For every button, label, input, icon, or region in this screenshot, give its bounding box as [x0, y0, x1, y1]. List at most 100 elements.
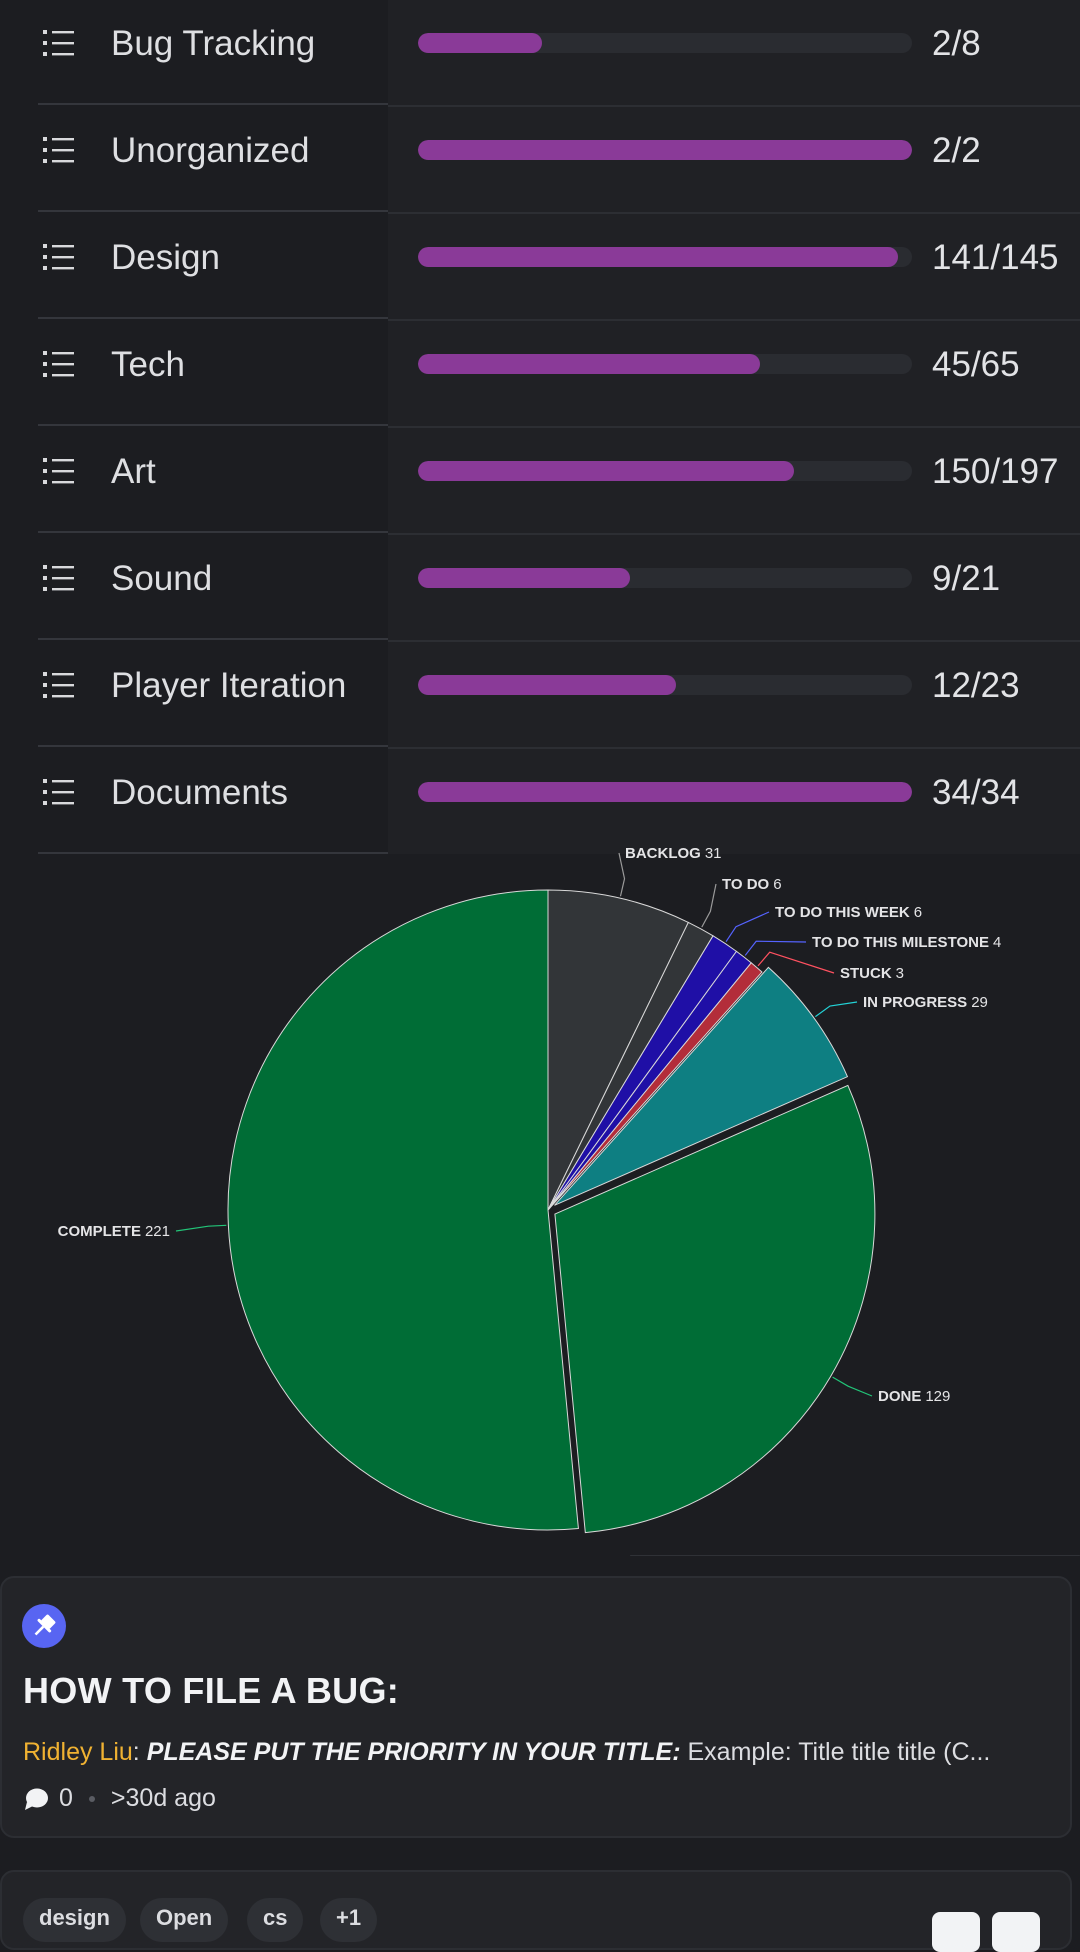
pie-leader-line: [744, 940, 807, 956]
pie-label-name: TO DO THIS MILESTONE: [812, 934, 989, 951]
progress-fill: [418, 33, 542, 53]
pie-label-name: TO DO THIS WEEK: [775, 904, 910, 921]
row-label: Design: [111, 238, 220, 277]
pie-label: TO DO THIS WEEK 6: [775, 904, 922, 921]
pie-leader-line: [725, 911, 770, 943]
row-divider: [388, 747, 1080, 749]
progress-fill: [418, 675, 676, 695]
progress-list: Bug Tracking 2/8 Unorganized 2/2 Design 141/1…: [0, 0, 1080, 854]
row-count: 141/145: [932, 238, 1059, 277]
progress-row[interactable]: Documents 34/34: [0, 747, 1080, 854]
progress-row[interactable]: Art 150/197: [0, 426, 1080, 533]
progress-row[interactable]: Sound 9/21: [0, 533, 1080, 640]
row-divider: [38, 531, 388, 533]
pin-icon: [22, 1604, 66, 1648]
pie-label-name: TO DO: [722, 876, 770, 893]
row-count: 2/2: [932, 131, 981, 170]
list-icon: [43, 779, 74, 805]
row-divider: [388, 212, 1080, 214]
pie-leader-line: [175, 1224, 227, 1232]
progress-row[interactable]: Tech 45/65: [0, 319, 1080, 426]
pie-label-value: 4: [993, 934, 1001, 951]
pie-label-value: 129: [925, 1388, 950, 1405]
row-count: 12/23: [932, 666, 1020, 705]
pie-slice-complete[interactable]: [227, 889, 579, 1531]
pie-label-name: COMPLETE: [58, 1223, 141, 1240]
progress-row[interactable]: Design 141/145: [0, 212, 1080, 319]
progress-bar: [418, 247, 912, 267]
row-divider: [388, 426, 1080, 428]
pie-label-value: 31: [705, 845, 722, 862]
pie-leader-line: [815, 1001, 858, 1018]
list-icon: [43, 351, 74, 377]
post-title: HOW TO FILE A BUG:: [23, 1670, 400, 1711]
row-divider: [38, 103, 388, 105]
tag-cs[interactable]: cs: [247, 1898, 304, 1942]
pie-slice-done[interactable]: [554, 1084, 876, 1534]
pie-label: DONE 129: [878, 1388, 950, 1405]
row-divider: [38, 317, 388, 319]
preview-text: Example: Title title title (C...: [680, 1738, 991, 1766]
post-author[interactable]: Ridley Liu: [23, 1738, 133, 1766]
pie-leader-line: [757, 951, 835, 974]
pie-leader-line: [701, 883, 717, 928]
tag-open[interactable]: Open: [140, 1898, 229, 1942]
row-divider: [388, 640, 1080, 642]
pie-slice-stuck[interactable]: [547, 962, 763, 1211]
comment-count: 0: [59, 1784, 73, 1812]
preview-emphasis: PLEASE PUT THE PRIORITY IN YOUR TITLE:: [146, 1738, 681, 1766]
pie-label: TO DO THIS MILESTONE 4: [812, 934, 1001, 951]
post-age: >30d ago: [110, 1784, 216, 1812]
row-divider: [388, 533, 1080, 535]
panel-divider: [630, 1555, 1080, 1556]
author-separator: :: [132, 1738, 147, 1766]
pie-label: TO DO 6: [722, 876, 782, 893]
pie-label-name: BACKLOG: [625, 845, 701, 862]
pie-slice-in-progress[interactable]: [554, 966, 849, 1206]
progress-row[interactable]: Unorganized 2/2: [0, 105, 1080, 212]
meta-dot: [88, 1795, 95, 1802]
progress-row[interactable]: Bug Tracking 2/8: [0, 0, 1080, 105]
row-count: 150/197: [932, 452, 1059, 491]
row-label: Art: [111, 452, 156, 491]
pie-label-value: 6: [914, 904, 922, 921]
progress-bar: [418, 33, 912, 53]
row-count: 45/65: [932, 345, 1020, 384]
pie-label-value: 221: [145, 1223, 170, 1240]
pie-label: IN PROGRESS 29: [863, 994, 988, 1011]
pie-slice-backlog[interactable]: [547, 889, 690, 1211]
progress-bar: [418, 461, 912, 481]
tag-design[interactable]: design: [23, 1898, 126, 1942]
row-label: Bug Tracking: [111, 24, 316, 63]
list-icon: [43, 672, 74, 698]
thumbnail-icon: [992, 1912, 1040, 1952]
progress-fill: [418, 568, 630, 588]
pie-label-value: 3: [896, 965, 904, 982]
pinned-post-card[interactable]: HOW TO FILE A BUG: Ridley Liu: PLEASE PU…: [0, 1576, 1072, 1838]
row-label: Documents: [111, 773, 289, 812]
list-icon: [43, 458, 74, 484]
tag-more[interactable]: +1: [320, 1898, 378, 1942]
pie-label-name: STUCK: [840, 965, 892, 982]
post-preview: Ridley Liu: PLEASE PUT THE PRIORITY IN Y…: [23, 1738, 1053, 1767]
row-divider: [388, 319, 1080, 321]
progress-bar: [418, 675, 912, 695]
pie-label: STUCK 3: [840, 965, 904, 982]
progress-bar: [418, 140, 912, 160]
progress-bar: [418, 782, 912, 802]
pie-label-value: 29: [971, 994, 988, 1011]
pie-leader-line: [832, 1376, 873, 1397]
progress-fill: [418, 140, 912, 160]
progress-row[interactable]: Player Iteration 12/23: [0, 640, 1080, 747]
status-pie-chart: BACKLOG 31 TO DO 6 TO DO THIS WEEK 6 TO DO THI…: [0, 830, 1080, 1556]
row-label: Sound: [111, 559, 213, 598]
pie-label: COMPLETE 221: [58, 1223, 170, 1240]
progress-bar: [418, 568, 912, 588]
next-post-card[interactable]: design Open cs +1: [0, 1870, 1072, 1952]
pie-label-name: IN PROGRESS: [863, 994, 967, 1011]
row-label: Unorganized: [111, 131, 310, 170]
row-divider: [38, 210, 388, 212]
list-icon: [43, 244, 74, 270]
progress-bar: [418, 354, 912, 374]
progress-fill: [418, 782, 912, 802]
